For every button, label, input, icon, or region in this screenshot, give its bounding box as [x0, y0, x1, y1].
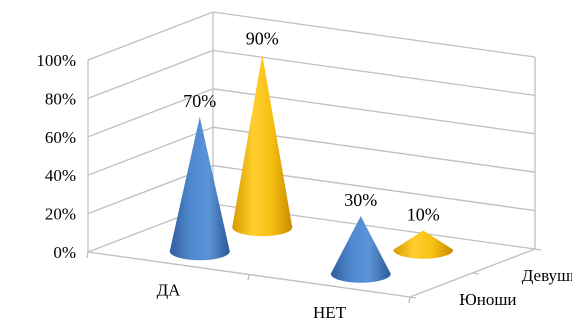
data-labels: 90% 10% 70% 30%	[183, 28, 440, 224]
cone-Девушки-ДА	[232, 54, 293, 237]
cone-Девушки-НЕТ	[393, 230, 454, 259]
cone-body	[232, 54, 293, 237]
y-tick-label: 100%	[36, 51, 76, 70]
grid-layer	[86, 11, 542, 304]
gridline	[87, 126, 536, 176]
cone-body	[169, 116, 230, 261]
series-label: Девушки	[522, 266, 572, 285]
data-label: 70%	[183, 91, 216, 111]
series-tick	[534, 248, 542, 251]
series-tick	[409, 296, 417, 299]
series-axis-labels: Юноши Девушки	[459, 266, 572, 309]
gridline	[87, 11, 536, 61]
cone-body	[393, 230, 454, 259]
data-label: 30%	[344, 190, 377, 210]
category-tick	[247, 274, 250, 281]
y-tick-label: 80%	[45, 89, 76, 108]
cone-Юноши-ДА	[169, 116, 230, 261]
gridline	[87, 203, 536, 253]
y-tick-label: 20%	[45, 205, 76, 224]
cones	[169, 54, 454, 283]
series-tick	[472, 272, 479, 275]
category-axis-labels: ДА НЕТ	[157, 280, 347, 322]
data-label: 10%	[407, 205, 440, 225]
y-axis-ticks: 0% 20% 40% 60% 80% 100%	[36, 51, 76, 262]
data-label: 90%	[246, 28, 279, 48]
gridline	[87, 88, 536, 138]
cone-body	[330, 216, 391, 283]
series-label: Юноши	[459, 290, 516, 309]
category-tick	[86, 251, 89, 259]
y-tick-label: 40%	[45, 166, 76, 185]
category-label: ДА	[157, 280, 182, 299]
y-tick-label: 0%	[53, 243, 76, 262]
category-tick	[408, 296, 411, 304]
category-label: НЕТ	[313, 303, 347, 322]
cone-Юноши-НЕТ	[330, 216, 391, 283]
gridline	[87, 164, 536, 215]
gridline	[87, 49, 536, 100]
y-tick-label: 60%	[45, 128, 76, 147]
